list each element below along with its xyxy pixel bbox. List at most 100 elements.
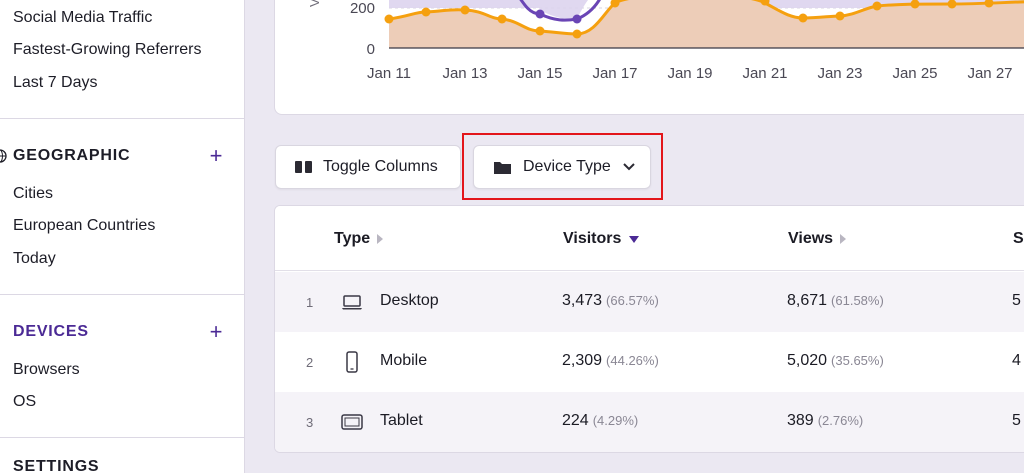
sort-unsorted-icon [377,234,384,244]
row-next: 5 [1012,292,1021,309]
table-header: Type Visitors Views S [275,206,1024,271]
y-axis-label: Vi [307,0,322,7]
sidebar-section-devices: DEVICES + Browsers OS [0,294,244,410]
row-rank: 1 [306,295,314,310]
device-type-label: Device Type [523,158,611,175]
sidebar-item-european-countries[interactable]: European Countries [13,217,156,234]
visitors-percent: (66.57%) [606,293,659,308]
visitors-percent: (4.29%) [592,413,639,428]
row-views: 8,671 (61.58%) [787,292,884,310]
add-geographic-button[interactable]: + [209,143,223,168]
orange-markers [384,0,994,39]
sidebar-item-last-7-days[interactable]: Last 7 Days [13,74,98,91]
mobile-icon [346,351,358,373]
x-tick-label: Jan 27 [967,65,1012,82]
purple-point [535,9,545,19]
orange-point [798,13,808,23]
visitors-value: 3,473 [562,292,603,309]
columns-icon [295,161,312,173]
row-rank: 2 [306,355,314,370]
column-header-next[interactable]: S [1013,230,1024,248]
globe-icon [0,149,7,163]
tablet-icon [341,414,363,430]
views-percent: (35.65%) [831,353,884,368]
sidebar-item-today[interactable]: Today [13,250,56,267]
visitors-chart: Vi 200 0 Jan 11 Jan 13 Jan 15 Jan 17 Jan… [307,0,1024,82]
orange-point [610,0,620,8]
column-header-type[interactable]: Type [334,230,384,248]
purple-area [389,0,1024,20]
orange-point [984,0,994,8]
row-visitors: 2,309 (44.26%) [562,352,659,370]
orange-point [760,0,770,6]
x-tick-label: Jan 21 [742,65,787,82]
orange-point [872,1,882,11]
views-value: 8,671 [787,292,828,309]
visitors-value: 224 [562,412,589,429]
sidebar-item-fastest-growing-referrers[interactable]: Fastest-Growing Referrers [13,41,202,58]
table-row[interactable]: 1 Desktop 3,473 (66.57%) 8,671 (61.58%) 5 [275,272,1024,332]
views-percent: (2.76%) [817,413,864,428]
sidebar: Social Media Traffic Fastest-Growing Ref… [0,0,245,473]
sidebar-section-settings: SETTINGS [0,437,244,473]
sidebar-item-social-media-traffic[interactable]: Social Media Traffic [13,9,153,26]
purple-point [572,14,582,24]
views-percent: (61.58%) [831,293,884,308]
orange-point [835,11,845,21]
orange-area [389,0,1024,48]
column-header-visitors-label: Visitors [563,230,622,247]
toggle-columns-button[interactable]: Toggle Columns [275,145,461,189]
row-type: Desktop [380,292,439,309]
x-tick-label: Jan 17 [592,65,637,82]
x-tick-label: Jan 13 [442,65,487,82]
orange-point [572,29,582,39]
sidebar-heading-geographic: GEOGRAPHIC [13,147,131,164]
x-tick-label: Jan 23 [817,65,862,82]
device-type-dropdown[interactable]: Device Type [473,145,651,189]
sidebar-heading-devices[interactable]: DEVICES [13,323,89,340]
toggle-columns-label: Toggle Columns [323,158,438,175]
sort-descending-icon [629,235,640,243]
chevron-down-icon [623,163,635,171]
views-value: 389 [787,412,814,429]
sidebar-item-browsers[interactable]: Browsers [13,361,80,378]
laptop-icon [342,295,362,310]
orange-point [460,5,470,15]
sidebar-item-os[interactable]: OS [13,393,37,410]
sidebar-section-geographic: GEOGRAPHIC + Cities European Countries T… [0,118,244,267]
row-next: 4 [1012,352,1021,369]
y-tick-0: 0 [367,41,375,58]
x-tick-label: Jan 19 [667,65,712,82]
row-visitors: 224 (4.29%) [562,412,638,430]
row-type: Tablet [380,412,423,429]
row-rank: 3 [306,415,314,430]
row-views: 389 (2.76%) [787,412,863,430]
row-next: 5 [1012,412,1021,429]
row-type: Mobile [380,352,428,369]
x-tick-label: Jan 25 [892,65,937,82]
purple-series-line [519,0,601,22]
table-row[interactable]: 2 Mobile 2,309 (44.26%) 5,020 (35.65%) 4 [275,332,1024,392]
row-views: 5,020 (35.65%) [787,352,884,370]
row-visitors: 3,473 (66.57%) [562,292,659,310]
sort-unsorted-icon [840,234,847,244]
orange-point [910,0,920,9]
table-row[interactable]: 3 Tablet 224 (4.29%) 389 (2.76%) 5 [275,392,1024,452]
orange-point [421,7,431,17]
devices-table: Type Visitors Views S 1 Desktop 3,473 (66… [274,205,1024,453]
x-tick-label: Jan 15 [517,65,562,82]
sidebar-heading-settings[interactable]: SETTINGS [13,458,100,473]
purple-markers [535,9,582,24]
sidebar-item-cities[interactable]: Cities [13,185,54,202]
y-tick-200: 200 [350,0,375,17]
visitors-percent: (44.26%) [606,353,659,368]
orange-point [384,14,394,24]
add-devices-button[interactable]: + [209,319,223,344]
visitors-value: 2,309 [562,352,603,369]
column-header-visitors[interactable]: Visitors [563,230,640,248]
orange-point [535,26,545,36]
x-tick-label: Jan 11 [367,65,411,82]
column-header-views[interactable]: Views [788,230,847,248]
views-value: 5,020 [787,352,828,369]
folder-icon [494,161,511,174]
